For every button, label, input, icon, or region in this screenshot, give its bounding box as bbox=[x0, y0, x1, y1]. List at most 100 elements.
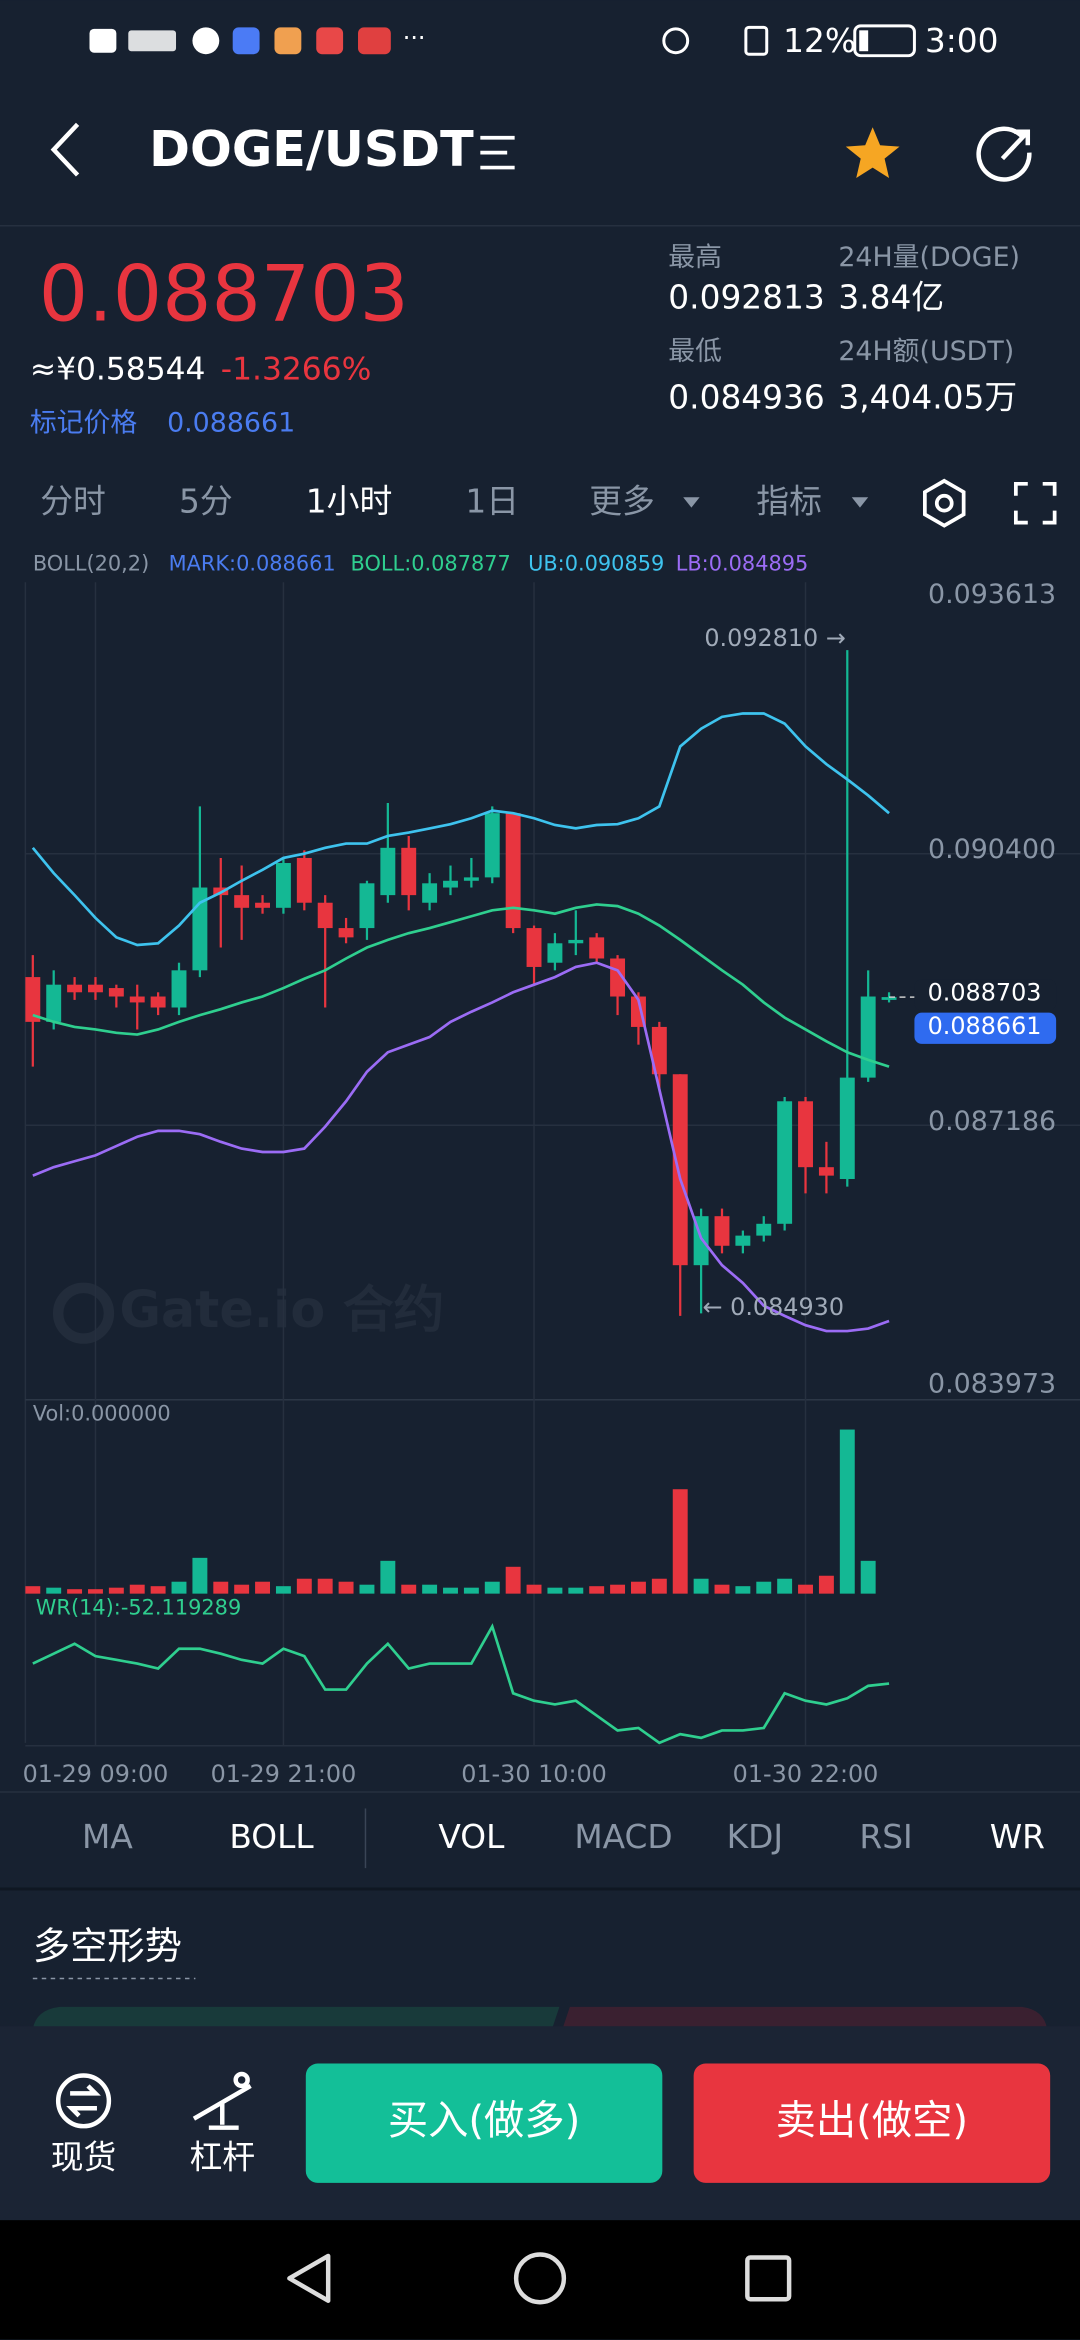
volume-bar bbox=[860, 1560, 876, 1594]
candle-body bbox=[881, 997, 897, 1000]
candle-body bbox=[484, 813, 500, 878]
clock: 3:00 bbox=[925, 22, 999, 60]
volume-bar bbox=[777, 1578, 793, 1594]
volume-bar bbox=[380, 1560, 396, 1594]
nav-recents[interactable] bbox=[745, 2255, 792, 2302]
volume-bar bbox=[422, 1584, 438, 1594]
volume-bar bbox=[275, 1586, 291, 1594]
volume-bar bbox=[108, 1587, 124, 1594]
candle-body bbox=[46, 984, 62, 1022]
indicator-tab[interactable]: BOLL bbox=[229, 1818, 314, 1856]
indicator-tab[interactable]: MACD bbox=[574, 1818, 672, 1856]
nav-home[interactable] bbox=[513, 2252, 567, 2305]
candle-body bbox=[171, 970, 187, 1008]
volume-bar bbox=[255, 1581, 270, 1594]
candle-body bbox=[275, 863, 291, 908]
candle-body bbox=[463, 877, 479, 881]
stat-value: 0.092813 bbox=[668, 278, 824, 316]
volume-bar bbox=[798, 1584, 813, 1594]
volume-bar bbox=[359, 1584, 375, 1594]
indicator-tab[interactable]: MA bbox=[82, 1818, 133, 1856]
interval-tab[interactable]: 更多 bbox=[589, 483, 655, 521]
candle-body bbox=[129, 996, 145, 1003]
wr-label: WR(14):-52.119289 bbox=[36, 1596, 241, 1620]
buy-label[interactable]: 买入(做多) bbox=[388, 2098, 580, 2144]
volume-bar bbox=[67, 1589, 83, 1594]
margin-icon[interactable] bbox=[192, 2071, 252, 2130]
candle-body bbox=[651, 1026, 667, 1075]
stat-value: 3,404.05万 bbox=[838, 378, 1017, 416]
settings-button[interactable] bbox=[922, 478, 966, 528]
legend-entry: LB:0.084895 bbox=[676, 551, 809, 575]
volume-bar bbox=[568, 1587, 584, 1594]
spot-button[interactable]: 现货 bbox=[51, 2139, 117, 2177]
divider bbox=[0, 1887, 1080, 1891]
x-tick-label: 01-29 09:00 bbox=[23, 1760, 169, 1788]
volume-bar bbox=[547, 1587, 563, 1594]
candle-body bbox=[359, 883, 375, 929]
battery: 12% bbox=[783, 22, 856, 60]
chart: Gate.io 合约 0.093613 0.090400 0.087186 0.0839… bbox=[23, 551, 1080, 1788]
volume-bar bbox=[505, 1566, 521, 1594]
volume-bar bbox=[484, 1581, 500, 1594]
cny-price: ≈¥0.58544 bbox=[30, 351, 206, 387]
interval-tab[interactable]: 指标 bbox=[756, 483, 822, 521]
volume-bar bbox=[714, 1584, 730, 1594]
fullscreen-button[interactable] bbox=[1013, 481, 1057, 525]
candle-body bbox=[255, 902, 270, 908]
candle-body bbox=[505, 813, 521, 929]
volume-bar bbox=[317, 1578, 333, 1594]
stat-label: 最高 bbox=[668, 242, 722, 273]
volume-bar bbox=[88, 1589, 103, 1594]
indicator-tab[interactable]: KDJ bbox=[727, 1818, 783, 1856]
candle-body bbox=[672, 1074, 688, 1266]
pair-menu-icon[interactable] bbox=[480, 135, 515, 170]
band-line bbox=[32, 903, 890, 1068]
volume-bar bbox=[839, 1429, 855, 1594]
candle-body bbox=[818, 1167, 834, 1176]
candle-body bbox=[25, 977, 41, 1022]
price-tag bbox=[914, 1012, 1057, 1044]
back-button[interactable] bbox=[50, 122, 80, 177]
volume-bar bbox=[150, 1586, 166, 1594]
volume-bar bbox=[234, 1584, 250, 1594]
spot-icon[interactable] bbox=[55, 2073, 112, 2129]
dropdown-arrow bbox=[851, 497, 869, 508]
volume-bar bbox=[589, 1586, 605, 1594]
x-tick-label: 01-30 10:00 bbox=[461, 1760, 607, 1788]
interval-tab[interactable]: 1小时 bbox=[306, 483, 392, 521]
legend-entry: BOLL:0.087877 bbox=[351, 551, 511, 575]
interval-tab[interactable]: 分时 bbox=[40, 483, 106, 521]
sell-label[interactable]: 卖出(做空) bbox=[776, 2098, 968, 2144]
candle-body bbox=[777, 1101, 793, 1224]
mark-label: 标记价格 bbox=[30, 408, 138, 439]
sell-button[interactable] bbox=[693, 2063, 1051, 2183]
x-tick-label: 01-30 22:00 bbox=[733, 1760, 879, 1788]
indicator-tab[interactable]: WR bbox=[990, 1818, 1045, 1856]
volume-bar bbox=[756, 1581, 772, 1594]
svg-text:···: ··· bbox=[403, 24, 426, 52]
favorite-star[interactable] bbox=[845, 127, 900, 179]
volume-bar bbox=[296, 1578, 312, 1594]
candle-body bbox=[380, 847, 396, 896]
volume-bar bbox=[672, 1489, 688, 1594]
nav-back[interactable] bbox=[287, 2253, 331, 2303]
candle-body bbox=[714, 1216, 730, 1246]
interval-tab[interactable]: 1日 bbox=[465, 483, 519, 521]
volume-bar bbox=[46, 1587, 62, 1594]
stat-value: 3.84亿 bbox=[838, 278, 944, 316]
candle-body bbox=[401, 847, 417, 896]
pair-title[interactable]: DOGE/USDT bbox=[149, 120, 474, 178]
indicator-tab[interactable]: VOL bbox=[438, 1818, 505, 1856]
volume-bar bbox=[25, 1586, 41, 1594]
watermark: Gate.io 合约 bbox=[119, 1280, 444, 1339]
candle-body bbox=[150, 996, 166, 1008]
share-button[interactable] bbox=[976, 126, 1032, 182]
buy-button[interactable] bbox=[305, 2063, 663, 2183]
volume-bar bbox=[213, 1581, 229, 1594]
indicator-tab[interactable]: RSI bbox=[859, 1818, 912, 1856]
interval-tab[interactable]: 5分 bbox=[179, 483, 233, 521]
margin-button[interactable]: 杠杆 bbox=[189, 2139, 255, 2177]
dropdown-arrow bbox=[683, 497, 700, 508]
x-tick-label: 01-29 21:00 bbox=[211, 1760, 357, 1788]
